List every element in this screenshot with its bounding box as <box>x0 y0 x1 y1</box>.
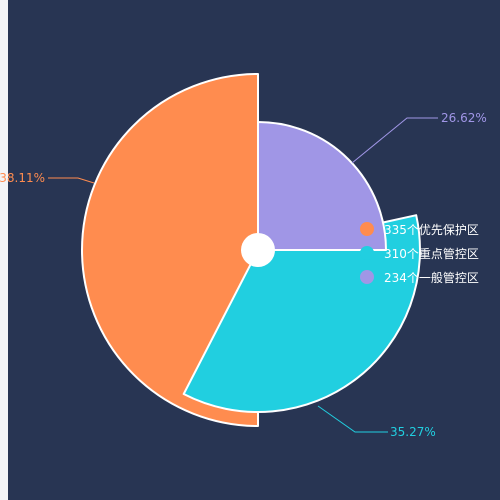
slice-group <box>81 73 421 427</box>
legend-label: 234个一般管控区 <box>384 270 479 285</box>
label-group: 38.11% 35.27% 26.62% <box>0 111 487 439</box>
leader-line <box>48 177 95 184</box>
percent-label-general-control: 26.62% <box>441 111 487 125</box>
leader-line <box>351 117 438 164</box>
legend-item-key-control[interactable]: 310个重点管控区 <box>360 241 500 265</box>
percent-label-key-control: 35.27% <box>390 425 436 439</box>
legend: 335个优先保护区 310个重点管控区 234个一般管控区 <box>360 217 500 289</box>
legend-item-priority-protection[interactable]: 335个优先保护区 <box>360 217 500 241</box>
leader-line <box>317 405 388 433</box>
percent-label-priority-protection: 38.11% <box>0 171 45 185</box>
legend-swatch-icon <box>360 222 374 236</box>
legend-swatch-icon <box>360 270 374 284</box>
slice-general-control[interactable] <box>257 121 387 251</box>
legend-swatch-icon <box>360 246 374 260</box>
legend-label: 335个优先保护区 <box>384 222 479 237</box>
slice-key-control[interactable] <box>182 214 421 413</box>
legend-label: 310个重点管控区 <box>384 246 479 261</box>
leader-group <box>48 117 438 433</box>
legend-item-general-control[interactable]: 234个一般管控区 <box>360 265 500 289</box>
center-dot <box>241 233 275 267</box>
